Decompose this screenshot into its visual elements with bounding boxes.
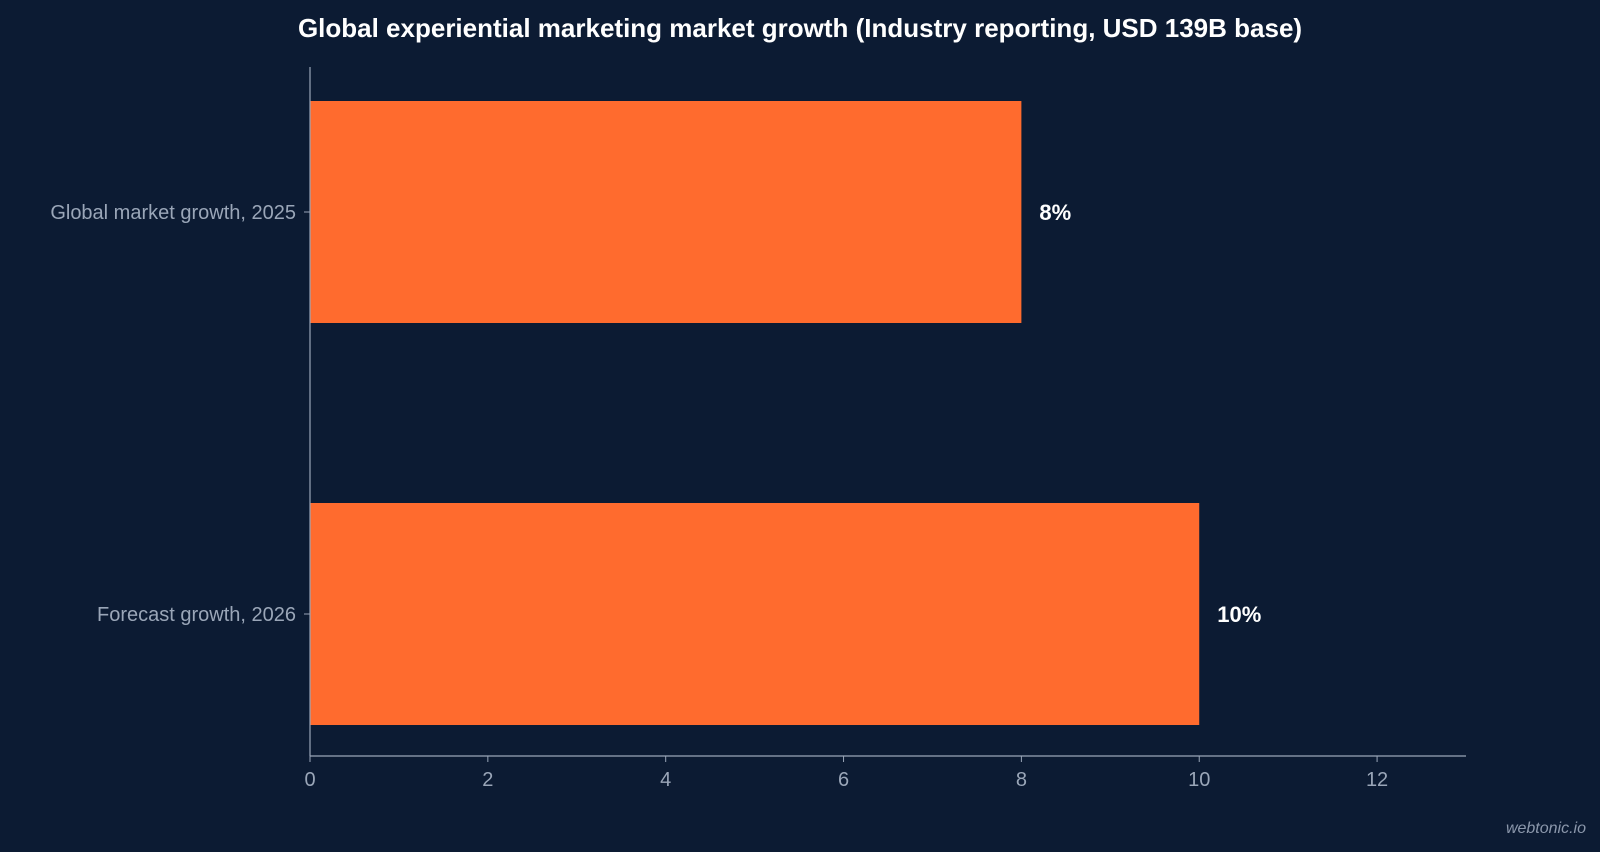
axes-layer (304, 67, 1466, 762)
bar-1 (310, 101, 1022, 323)
bars-layer (310, 101, 1200, 725)
x-tick-label-6: 6 (838, 769, 849, 791)
x-tick-label-4: 4 (660, 769, 671, 791)
value-label-2: 10% (1217, 602, 1261, 627)
bar-2 (310, 503, 1200, 725)
x-tick-label-0: 0 (304, 769, 315, 791)
category-label-2: Forecast growth, 2026 (97, 604, 296, 626)
x-tick-label-12: 12 (1366, 769, 1388, 791)
watermark: webtonic.io (1505, 820, 1586, 837)
labels-layer: 8% Global market growth, 2025 10% Forecast … (50, 200, 1388, 791)
x-tick-label-2: 2 (482, 769, 493, 791)
x-tick-label-8: 8 (1016, 769, 1027, 791)
value-label-1: 8% (1039, 200, 1071, 225)
chart-title: Global experiential marketing market gro… (297, 13, 1303, 43)
x-tick-label-10: 10 (1188, 769, 1210, 791)
category-label-1: Global market growth, 2025 (50, 202, 296, 224)
